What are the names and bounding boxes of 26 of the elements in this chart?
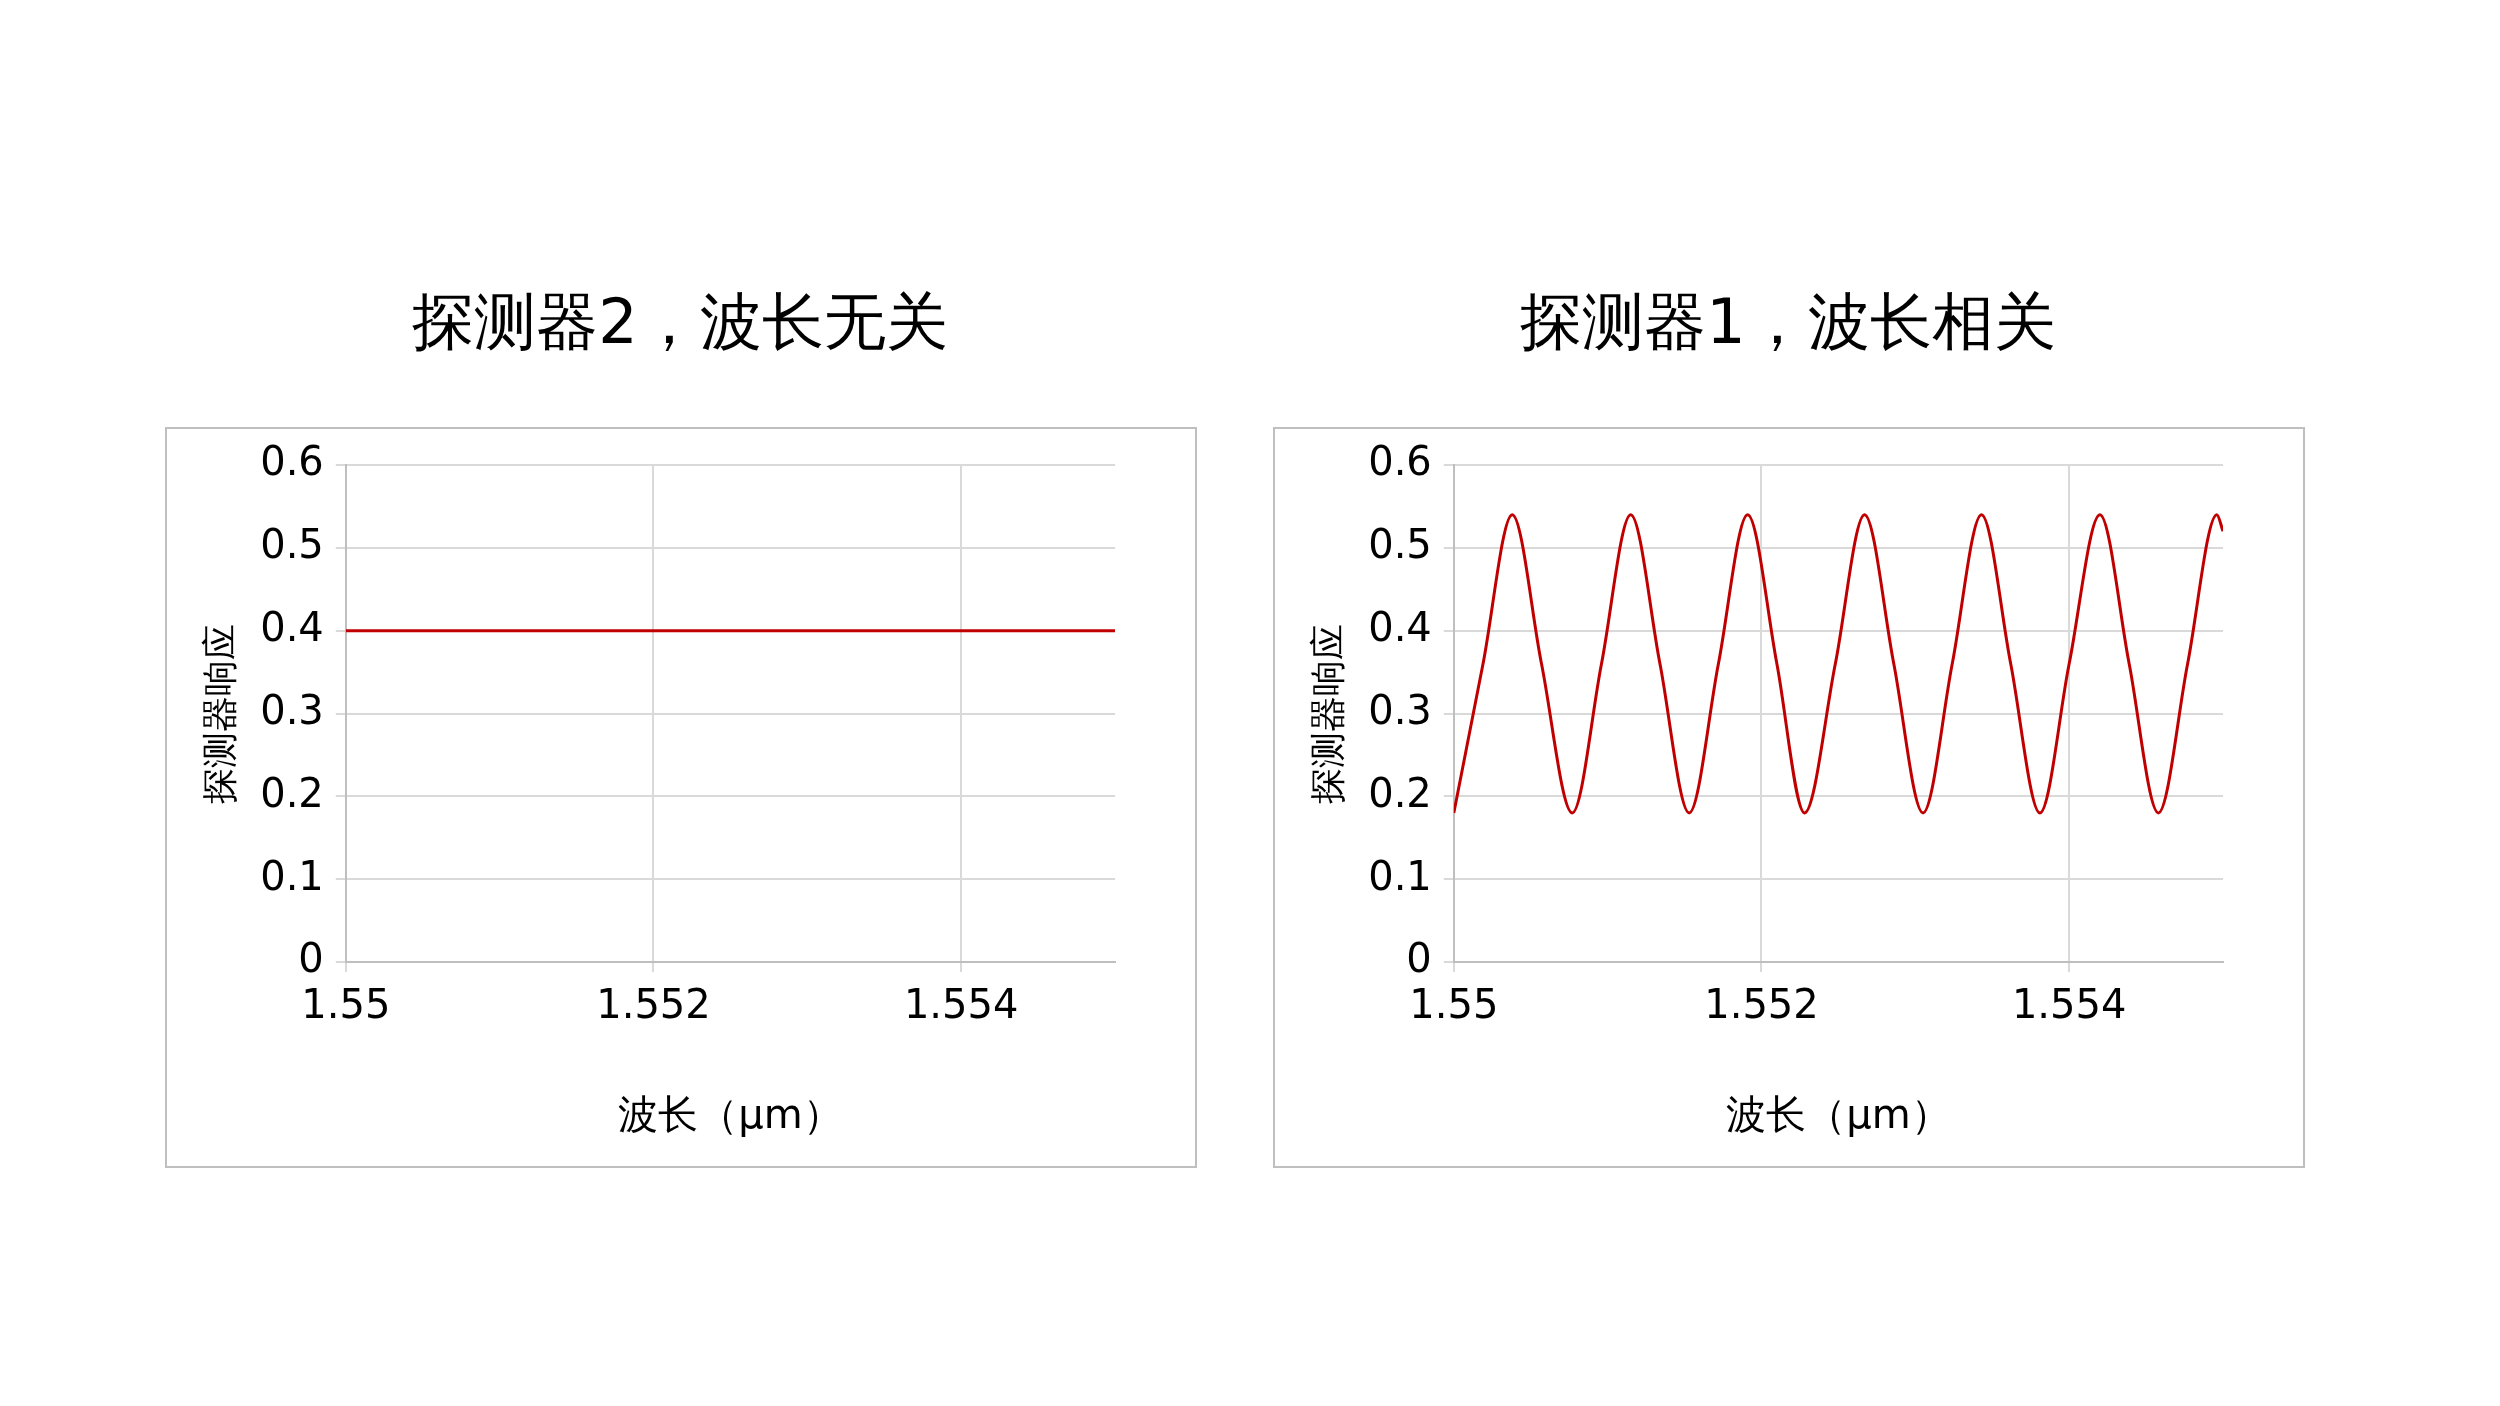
x-tick-label: 1.55	[301, 981, 391, 1028]
y-tick-label: 0.2	[1368, 769, 1432, 816]
x-tick-label: 1.554	[2011, 981, 2127, 1028]
y-tick-label: 0	[1406, 935, 1432, 982]
x-axis-title: 波长（μm）	[1726, 1091, 1951, 1138]
y-tick-label: 0.4	[260, 604, 324, 651]
x-tick-label: 1.552	[596, 981, 711, 1028]
x-tick-label: 1.552	[1704, 981, 1819, 1028]
x-tick-label: 1.55	[1409, 981, 1499, 1028]
y-tick-label: 0.4	[1368, 604, 1432, 651]
y-tick-label: 0.1	[260, 852, 324, 899]
y-tick-label: 0	[298, 935, 324, 982]
y-axis-title: 探测器响应	[198, 623, 240, 804]
y-tick-label: 0.5	[1368, 521, 1432, 568]
y-tick-label: 0.3	[1368, 686, 1432, 733]
y-tick-label: 0.2	[260, 769, 324, 816]
y-tick-label: 0.3	[260, 686, 324, 733]
x-tick-label: 1.554	[903, 981, 1019, 1028]
y-tick-label: 0.6	[260, 438, 324, 485]
y-tick-label: 0.5	[260, 521, 324, 568]
y-axis-title: 探测器响应	[1306, 623, 1348, 804]
y-tick-label: 0.1	[1368, 852, 1432, 899]
chart-title: 探测器2，波长无关	[411, 284, 949, 360]
y-tick-label: 0.6	[1368, 438, 1432, 485]
chart-title: 探测器1，波长相关	[1519, 284, 2057, 360]
x-axis-title: 波长（μm）	[618, 1091, 843, 1138]
